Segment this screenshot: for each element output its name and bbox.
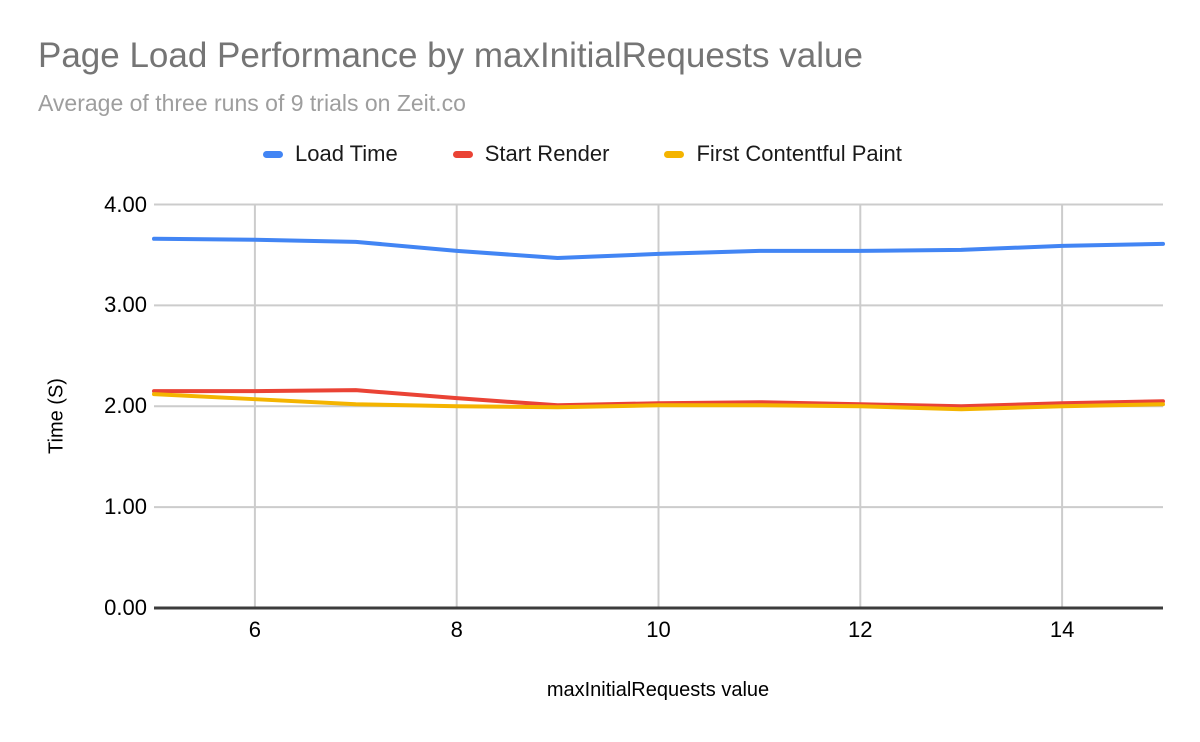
y-tick-label: 3.00 bbox=[104, 292, 147, 318]
legend-swatch-first-contentful-paint bbox=[664, 150, 685, 158]
legend-label: First Contentful Paint bbox=[696, 141, 902, 166]
y-tick-label: 2.00 bbox=[104, 393, 147, 419]
x-tick-label: 12 bbox=[848, 617, 873, 642]
y-tick-label: 0.00 bbox=[104, 595, 147, 620]
series-line-first-contentful-paint bbox=[152, 392, 1165, 412]
legend-swatch-load-time bbox=[263, 150, 283, 158]
legend-label: Load Time bbox=[295, 141, 398, 166]
x-tick-label: 6 bbox=[248, 617, 262, 642]
legend-label: Start Render bbox=[484, 141, 610, 166]
x-tick-label: 14 bbox=[1049, 617, 1075, 642]
legend-swatch-start-render bbox=[452, 150, 473, 158]
y-tick-label: 4.00 bbox=[104, 191, 147, 217]
legend-item-start-render: Start Render bbox=[452, 141, 610, 167]
legend: Load Time Start Render First Contentful Pa… bbox=[263, 141, 902, 167]
chart-title: Page Load Performance by maxInitialReque… bbox=[38, 36, 863, 75]
y-tick-label: 1.00 bbox=[104, 494, 147, 520]
x-tick-label: 10 bbox=[646, 617, 671, 642]
series-line-start-render bbox=[152, 388, 1165, 409]
x-axis-title: maxInitialRequests value bbox=[546, 679, 770, 701]
x-tick-label: 8 bbox=[450, 617, 463, 642]
series-line-load-time bbox=[152, 236, 1165, 260]
y-axis-title: Time (S) bbox=[45, 378, 68, 454]
chart-subtitle: Average of three runs of 9 trials on Zei… bbox=[38, 90, 466, 116]
legend-item-first-contentful-paint: First Contentful Paint bbox=[664, 141, 902, 167]
legend-item-load-time: Load Time bbox=[263, 141, 398, 167]
